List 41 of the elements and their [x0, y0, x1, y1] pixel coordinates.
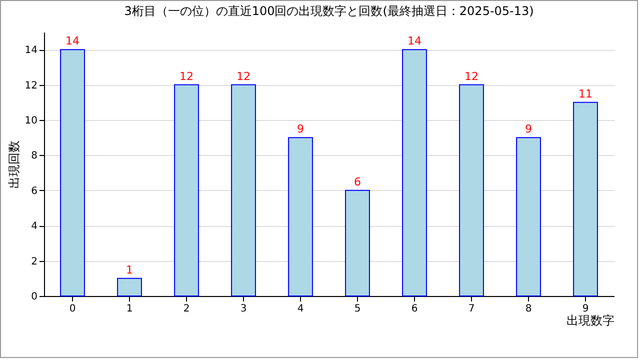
x-tick-label: 2: [183, 304, 190, 314]
bar: [288, 137, 313, 296]
chart-title: 3桁目（一の位）の直近100回の出現数字と回数(最終抽選日：2025-05-13): [124, 4, 534, 18]
y-tick-label: 10: [24, 116, 38, 126]
data-label: 9: [297, 122, 304, 136]
y-tick-label: 2: [31, 256, 38, 268]
data-label: 11: [578, 87, 592, 100]
bar: [573, 102, 598, 296]
bar: [174, 84, 199, 296]
bar: [60, 49, 85, 296]
data-label: 9: [525, 122, 532, 136]
y-tick-label: 6: [31, 186, 38, 197]
x-axis-title: 出現数字: [566, 314, 614, 328]
bar: [516, 137, 541, 296]
x-tick-label: 1: [126, 304, 133, 314]
data-label: 1: [126, 263, 133, 276]
y-tick-label: 4: [31, 221, 38, 232]
x-tick-label: 6: [411, 304, 418, 314]
bar: [231, 84, 256, 296]
x-tick-label: 4: [297, 304, 304, 314]
data-label: 14: [408, 34, 422, 48]
y-tick-label: 0: [31, 292, 38, 302]
x-tick-label: 3: [240, 304, 247, 314]
y-axis-title: 出現回数: [6, 140, 21, 188]
data-label: 12: [180, 70, 194, 83]
x-tick-label: 9: [582, 304, 589, 314]
bar: [117, 278, 142, 296]
x-tick-label: 0: [69, 304, 76, 314]
y-tick-label: 14: [24, 45, 38, 56]
x-tick-label: 8: [525, 304, 532, 314]
y-tick-label: 12: [24, 80, 38, 92]
data-label: 12: [464, 70, 478, 83]
data-label: 14: [66, 34, 80, 48]
bar: [345, 190, 370, 296]
x-tick-label: 5: [354, 304, 361, 314]
bar: [459, 84, 484, 296]
y-tick-label: 8: [31, 150, 38, 162]
x-tick-label: 7: [468, 304, 475, 314]
bar: [402, 49, 427, 296]
data-label: 6: [354, 175, 361, 188]
data-label: 12: [236, 70, 250, 83]
